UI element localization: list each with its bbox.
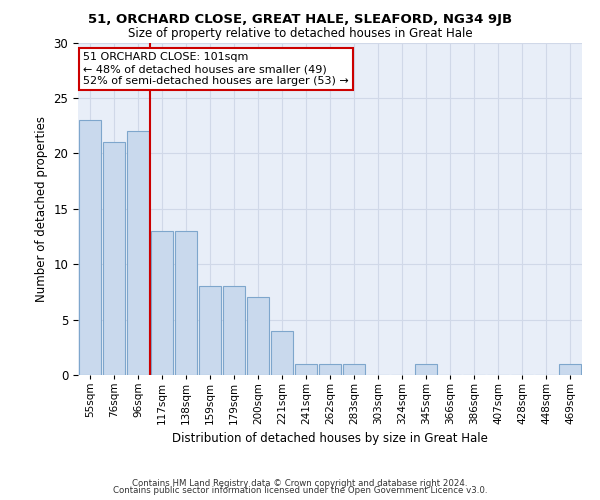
Bar xyxy=(199,286,221,375)
Bar xyxy=(295,364,317,375)
Bar xyxy=(151,231,173,375)
Bar xyxy=(415,364,437,375)
Bar xyxy=(103,142,125,375)
Y-axis label: Number of detached properties: Number of detached properties xyxy=(35,116,48,302)
Text: 51 ORCHARD CLOSE: 101sqm
← 48% of detached houses are smaller (49)
52% of semi-d: 51 ORCHARD CLOSE: 101sqm ← 48% of detach… xyxy=(83,52,349,86)
Bar xyxy=(319,364,341,375)
Bar xyxy=(271,330,293,375)
Text: Size of property relative to detached houses in Great Hale: Size of property relative to detached ho… xyxy=(128,28,472,40)
Bar xyxy=(175,231,197,375)
Text: Contains public sector information licensed under the Open Government Licence v3: Contains public sector information licen… xyxy=(113,486,487,495)
X-axis label: Distribution of detached houses by size in Great Hale: Distribution of detached houses by size … xyxy=(172,432,488,446)
Text: 51, ORCHARD CLOSE, GREAT HALE, SLEAFORD, NG34 9JB: 51, ORCHARD CLOSE, GREAT HALE, SLEAFORD,… xyxy=(88,12,512,26)
Bar xyxy=(343,364,365,375)
Bar xyxy=(127,131,149,375)
Bar xyxy=(79,120,101,375)
Bar xyxy=(223,286,245,375)
Bar xyxy=(559,364,581,375)
Bar xyxy=(247,298,269,375)
Text: Contains HM Land Registry data © Crown copyright and database right 2024.: Contains HM Land Registry data © Crown c… xyxy=(132,478,468,488)
